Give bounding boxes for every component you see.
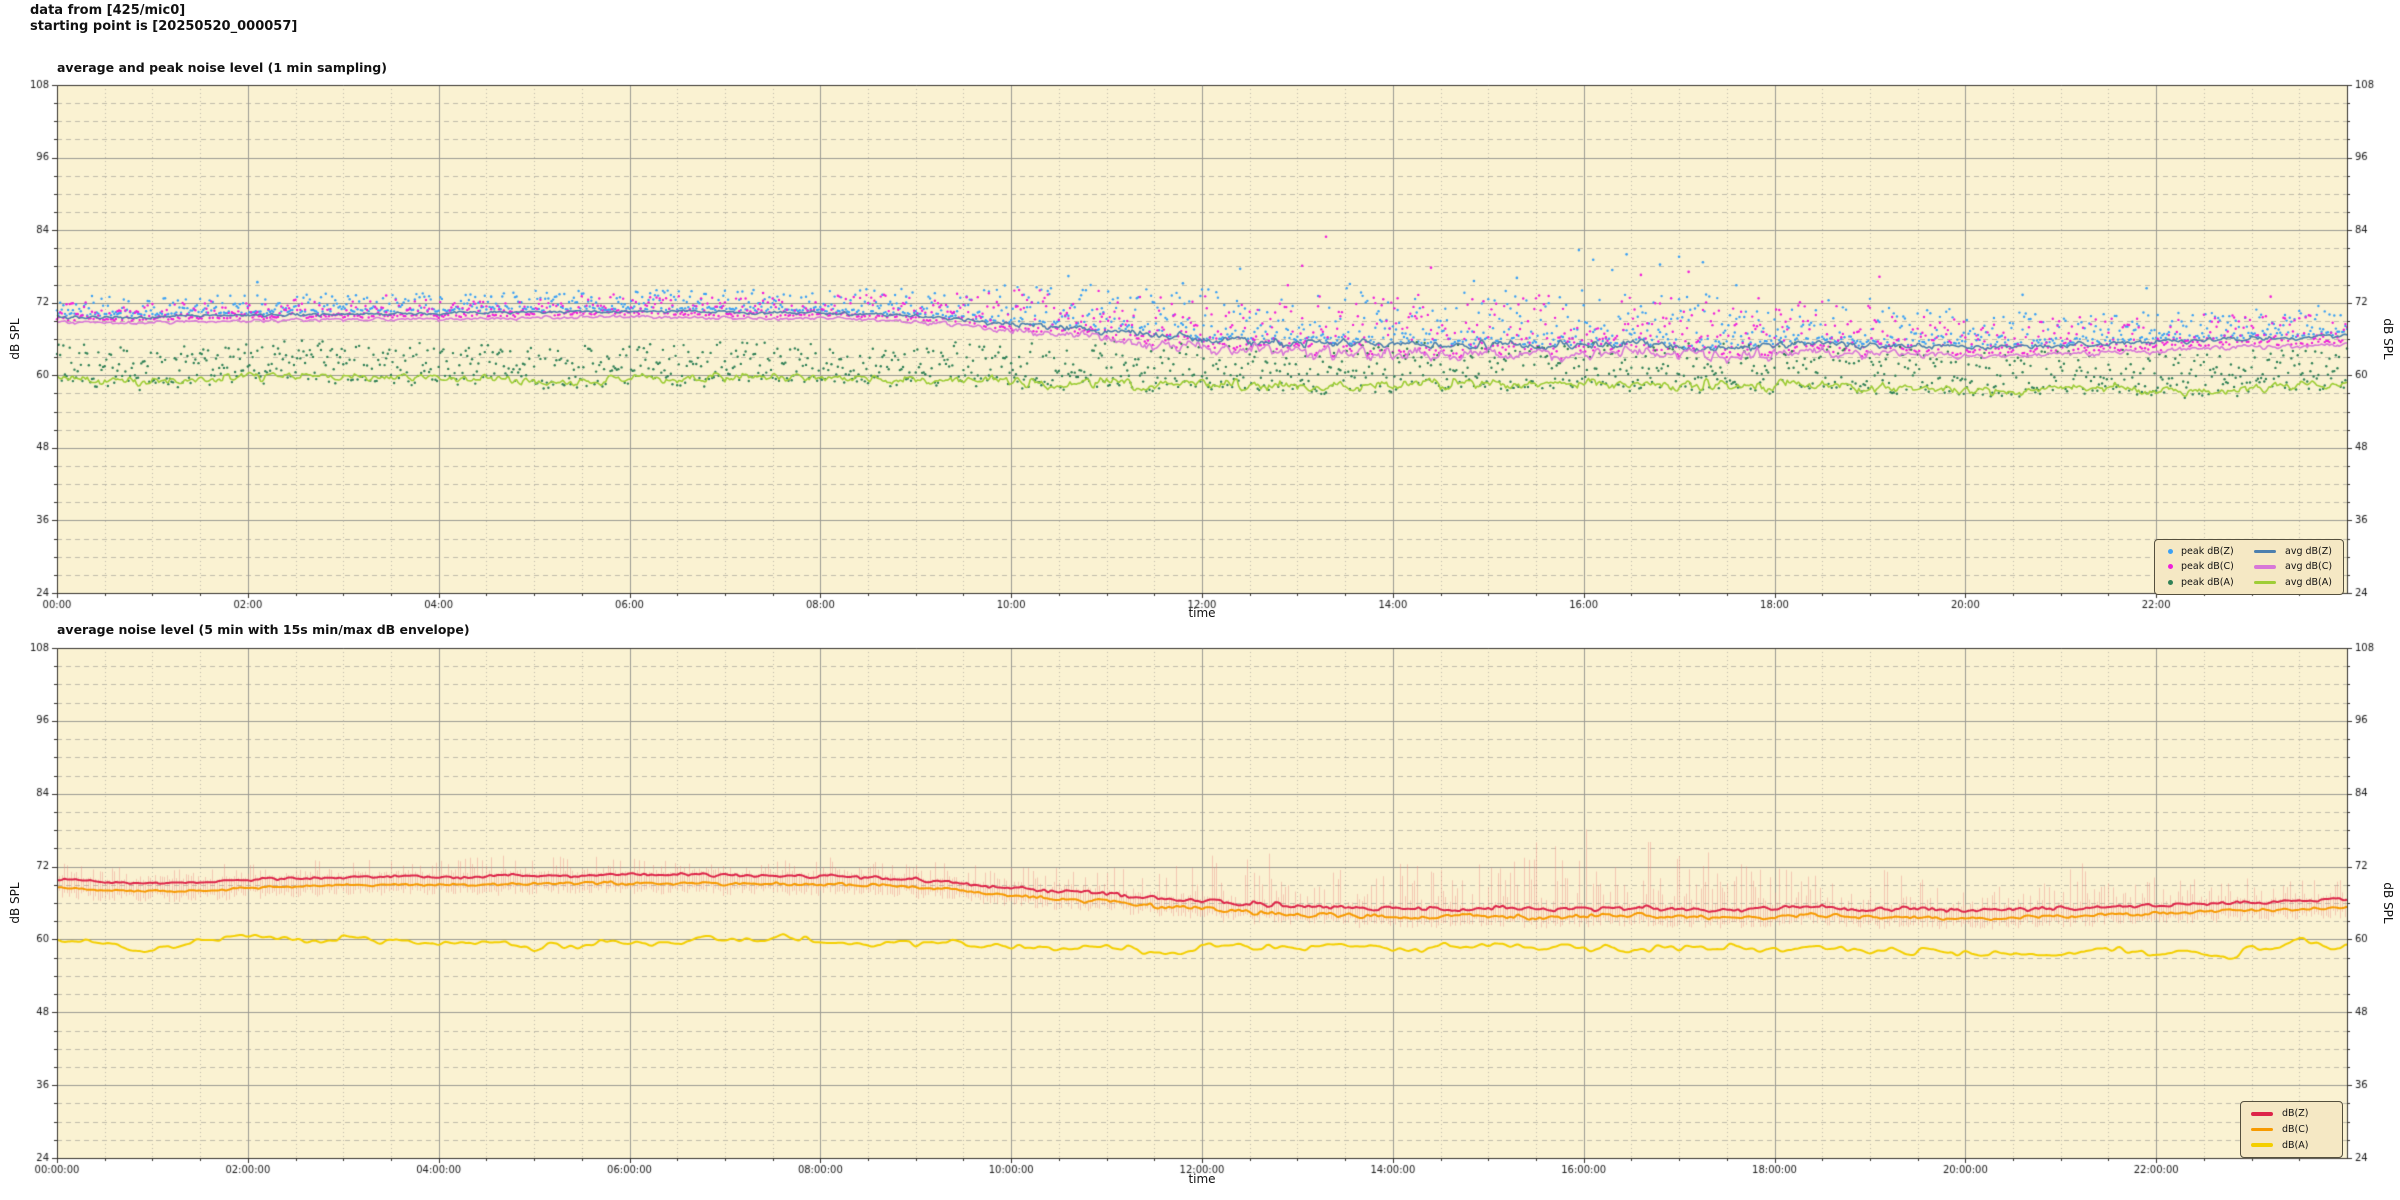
legend-label-dbc: dB(C): [2282, 1123, 2309, 1135]
avg-dbc-line-swatch-icon: [2254, 565, 2276, 569]
plot2-yaxis-label-left: dB SPL: [8, 882, 22, 924]
legend-label-peak-dba: peak dB(A): [2181, 576, 2234, 588]
avg-dba-line-swatch-icon: [2254, 580, 2276, 585]
dbz-line-swatch-icon: [2251, 1112, 2273, 1116]
data-source-line: data from [425/mic0]: [30, 3, 186, 18]
plot2-title: average noise level (5 min with 15s min/…: [57, 622, 470, 637]
plot1-legend: peak dB(Z) avg dB(Z) peak dB(C) avg dB(C…: [2154, 539, 2344, 595]
dba-line-swatch-icon: [2251, 1143, 2273, 1147]
legend-label-avg-dbz: avg dB(Z): [2285, 546, 2332, 558]
legend-label-dbz: dB(Z): [2282, 1108, 2309, 1120]
plot2-xaxis-label: time: [1188, 1172, 1216, 1186]
plot1-xaxis-label: time: [1188, 606, 1216, 620]
peak-dbc-marker-icon: [2167, 564, 2173, 570]
start-time-line: starting point is [20250520_000057]: [30, 19, 298, 34]
legend-label-avg-dbc: avg dB(C): [2285, 561, 2333, 573]
peak-dba-marker-icon: [2167, 579, 2173, 585]
legend-label-avg-dba: avg dB(A): [2285, 576, 2332, 588]
peak-dbz-marker-icon: [2167, 549, 2173, 555]
avg-dbz-line-swatch-icon: [2254, 549, 2276, 554]
plot1-title: average and peak noise level (1 min samp…: [57, 60, 387, 75]
legend-label-peak-dbc: peak dB(C): [2181, 561, 2234, 573]
plot1-yaxis-label-right: dB SPL: [2381, 318, 2395, 360]
dbc-line-swatch-icon: [2251, 1127, 2273, 1132]
legend-label-peak-dbz: peak dB(Z): [2181, 546, 2234, 558]
plot1-yaxis-label-left: dB SPL: [8, 318, 22, 360]
legend-label-dba: dB(A): [2282, 1139, 2309, 1151]
plot2-yaxis-label-right: dB SPL: [2381, 882, 2395, 924]
plot2-legend: dB(Z) dB(C) dB(A): [2240, 1101, 2343, 1158]
